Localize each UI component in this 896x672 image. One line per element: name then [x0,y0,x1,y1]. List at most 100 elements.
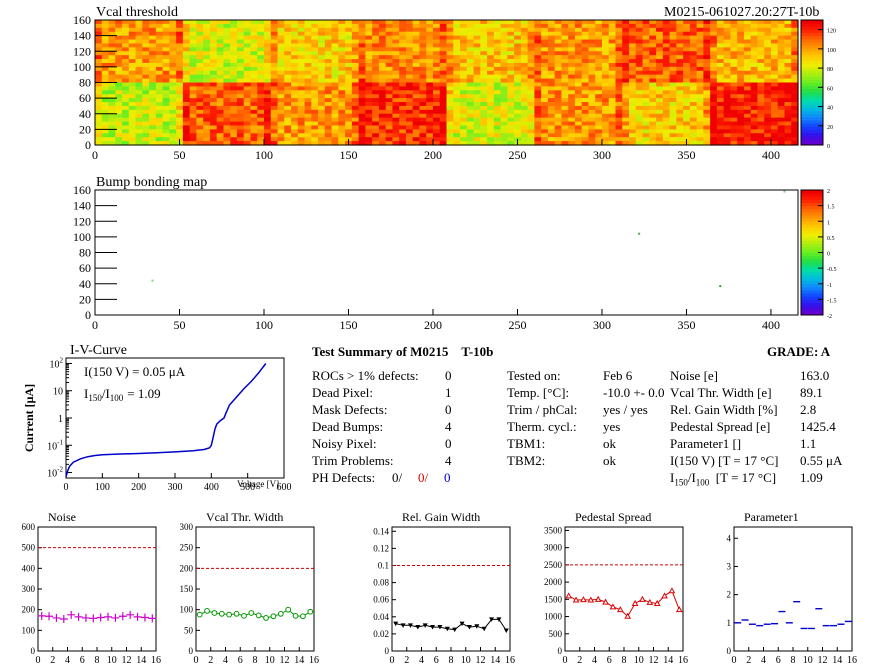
heat-cell [743,23,752,29]
heat-cell [101,20,110,25]
data-point [631,599,639,606]
heat-cell [412,55,421,60]
heat-cell [257,102,265,107]
heat-cell [108,102,116,107]
heat-cell [770,31,779,37]
heat-cell [412,27,421,33]
heat-cell [432,82,441,88]
heat-cell [439,39,448,45]
y-tick-label: 3 [727,561,732,571]
heat-cell [541,27,549,33]
heat-cell [554,125,563,130]
heat-cell [446,129,454,134]
heat-cell [284,31,292,37]
heat-cell [263,102,272,107]
heat-cell [230,35,238,41]
heat-cell [236,70,245,76]
summary-row: Rel. Gain Width [%] 2.8 [670,402,816,418]
dead-bump-dot [783,190,786,193]
heat-cell [669,113,677,119]
heat-cell [189,105,197,111]
heat-cell [453,23,461,29]
heat-cell [304,113,312,119]
heat-cell [176,27,184,33]
heat-cell [291,129,299,134]
heat-cell [95,98,103,103]
heat-cell [500,39,508,45]
heat-cell [710,78,718,84]
heat-cell [432,86,441,91]
heat-cell [203,35,211,41]
heat-cell [311,78,319,84]
chart-frame [564,526,684,652]
heat-cell [162,86,170,91]
heat-cell [595,133,603,138]
heat-cell [487,20,495,25]
y-tick-label: 100 [180,605,194,615]
y-tick-label: 600 [22,522,36,532]
heat-cell [480,125,488,130]
heat-cell [561,39,569,45]
heat-cell [561,74,569,80]
heat-cell [284,117,292,123]
heat-cell [432,35,441,41]
heat-cell [622,121,630,127]
heat-cell [527,39,535,45]
heat-cell [412,105,421,111]
heat-cell [243,47,252,52]
heat-cell [750,74,759,80]
heat-cell [216,31,225,37]
heat-cell [791,47,799,52]
heat-cell [615,43,623,48]
heat-cell [534,98,542,103]
heat-cell [311,31,319,37]
heat-cell [297,90,306,95]
data-point [241,612,247,619]
heat-cell [345,59,353,64]
x-tick-label: 0 [92,148,98,162]
heat-cell [473,86,481,91]
heat-cell [345,98,353,103]
heat-cell [541,82,549,88]
heat-cell [216,129,225,134]
heat-cell [257,125,265,130]
heat-cell [189,133,197,138]
data-point [580,596,587,603]
palette-band [801,60,823,65]
palette-band [801,268,823,272]
heat-cell [696,113,704,119]
heat-cell [514,51,522,56]
data-point [81,613,90,622]
heat-cell [473,27,481,33]
heat-cell [412,43,421,48]
heat-cell [189,113,197,119]
heat-cell [392,141,400,146]
heat-cell [764,121,772,127]
heat-cell [405,66,414,72]
heat-cell [716,70,725,76]
y-tick-label: 0 [558,646,563,656]
heat-cell [135,74,143,80]
heat-cell [419,70,427,76]
x-tick-label: 2 [50,655,55,666]
heat-cell [135,86,143,91]
heat-cell [527,31,535,37]
heat-cell [480,133,488,138]
heat-cell [250,121,258,127]
heat-cell [764,66,772,72]
heat-cell [135,51,143,56]
heat-cell [527,43,535,48]
heat-cell [466,70,475,76]
heat-cell [466,125,475,130]
heat-cell [561,141,569,146]
heat-cell [128,90,137,95]
heat-cell [710,66,718,72]
heat-cell [595,125,603,130]
heat-cell [588,141,596,146]
heat-cell [534,39,542,45]
heat-cell [703,141,711,146]
heat-cell [209,94,218,99]
heat-cell [115,59,123,64]
heat-cell [122,117,130,123]
